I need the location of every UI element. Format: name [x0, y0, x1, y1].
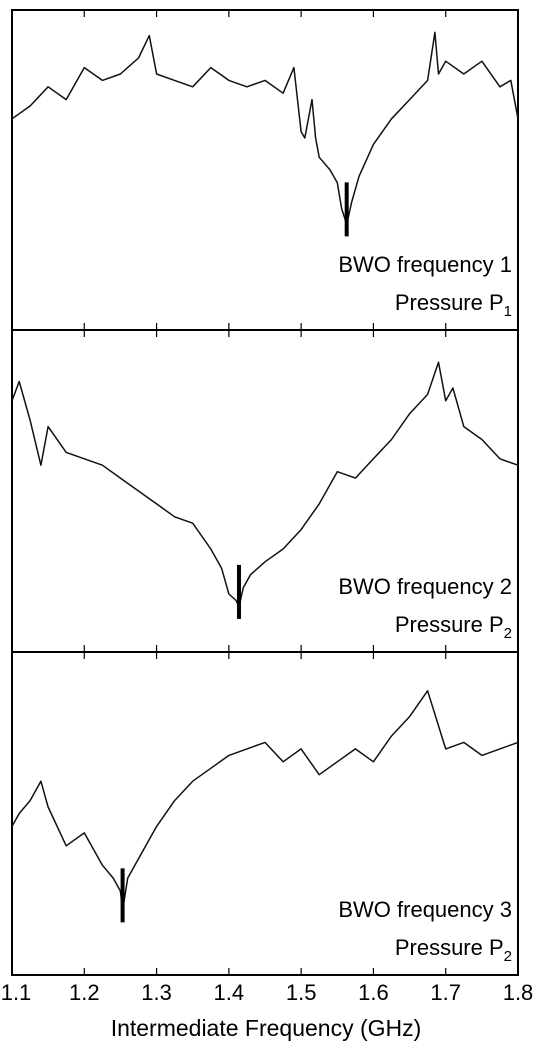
x-tick-label: 1.5 — [286, 980, 317, 1005]
x-tick-label: 1.2 — [69, 980, 100, 1005]
x-tick-label: 1.4 — [214, 980, 245, 1005]
panel-label-bwo: BWO frequency 2 — [338, 574, 512, 599]
pressure-subscript: 1 — [504, 303, 512, 320]
x-axis: 1.1 1.2 1.3 1.4 1.5 1.6 1.7 1.8 — [1, 980, 534, 1005]
panel-1: BWO frequency 1 Pressure P1 — [11, 9, 519, 331]
x-axis-label: Intermediate Frequency (GHz) — [111, 1015, 422, 1041]
spectrum-trace — [11, 361, 519, 608]
x-tick-label: 1.7 — [430, 980, 461, 1005]
spectrum-trace — [11, 690, 519, 912]
x-tick-label: 1.3 — [141, 980, 172, 1005]
x-tick-label: 1.8 — [503, 980, 534, 1005]
panel-label-bwo: BWO frequency 1 — [338, 252, 512, 277]
pressure-subscript: 2 — [504, 625, 512, 642]
panel-frame — [11, 9, 519, 331]
panel-frame — [11, 651, 519, 976]
x-tick-label: 1.6 — [358, 980, 389, 1005]
spectrum-trace — [11, 31, 519, 226]
panel-2: BWO frequency 2 Pressure P2 — [11, 329, 519, 653]
pressure-subscript: 2 — [504, 948, 512, 965]
panel-3: BWO frequency 3 Pressure P2 — [11, 651, 519, 976]
panel-label-pressure: Pressure P2 — [395, 935, 512, 965]
panel-label-pressure: Pressure P2 — [395, 612, 512, 642]
x-tick-label: 1.1 — [1, 980, 32, 1005]
panel-label-pressure: Pressure P1 — [395, 290, 512, 320]
panel-label-bwo: BWO frequency 3 — [338, 897, 512, 922]
